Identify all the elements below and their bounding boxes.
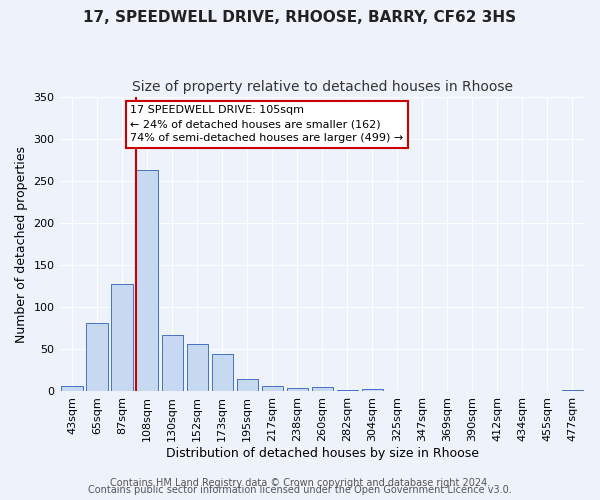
Text: Contains HM Land Registry data © Crown copyright and database right 2024.: Contains HM Land Registry data © Crown c… xyxy=(110,478,490,488)
Text: Contains public sector information licensed under the Open Government Licence v3: Contains public sector information licen… xyxy=(88,485,512,495)
Bar xyxy=(387,390,408,392)
X-axis label: Distribution of detached houses by size in Rhoose: Distribution of detached houses by size … xyxy=(166,447,479,460)
Bar xyxy=(287,388,308,392)
Text: 17 SPEEDWELL DRIVE: 105sqm
← 24% of detached houses are smaller (162)
74% of sem: 17 SPEEDWELL DRIVE: 105sqm ← 24% of deta… xyxy=(130,106,404,144)
Bar xyxy=(236,379,258,392)
Bar xyxy=(262,386,283,392)
Y-axis label: Number of detached properties: Number of detached properties xyxy=(15,146,28,342)
Bar xyxy=(187,344,208,392)
Bar xyxy=(362,389,383,392)
Bar xyxy=(86,323,108,392)
Text: 17, SPEEDWELL DRIVE, RHOOSE, BARRY, CF62 3HS: 17, SPEEDWELL DRIVE, RHOOSE, BARRY, CF62… xyxy=(83,10,517,25)
Bar xyxy=(337,390,358,392)
Bar xyxy=(562,390,583,392)
Bar xyxy=(412,390,433,392)
Bar xyxy=(112,284,133,392)
Bar xyxy=(61,386,83,392)
Bar xyxy=(311,387,333,392)
Title: Size of property relative to detached houses in Rhoose: Size of property relative to detached ho… xyxy=(132,80,513,94)
Bar xyxy=(161,335,183,392)
Bar xyxy=(136,170,158,392)
Bar xyxy=(212,354,233,392)
